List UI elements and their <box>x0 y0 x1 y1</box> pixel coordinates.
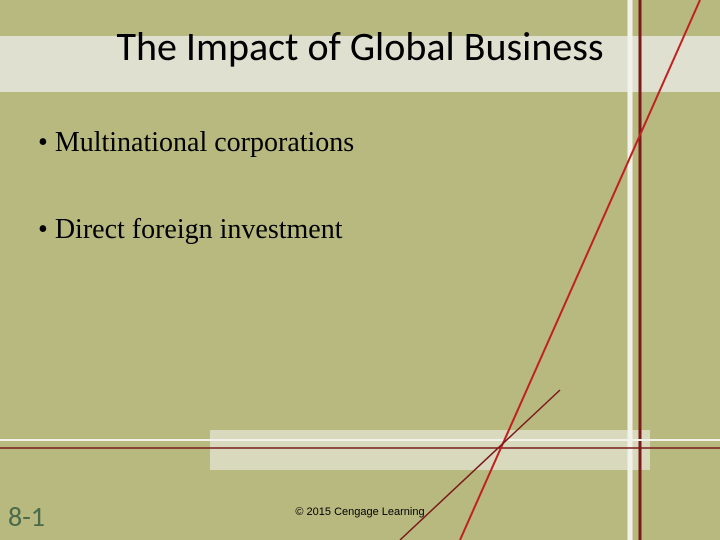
content-area: Multinational corporations Direct foreig… <box>38 125 678 299</box>
slide: The Impact of Global Business Multinatio… <box>0 0 720 540</box>
bottom-accent-band <box>210 430 650 470</box>
bullet-item: Multinational corporations <box>38 125 678 160</box>
slide-title: The Impact of Global Business <box>0 22 720 71</box>
bullet-item: Direct foreign investment <box>38 212 678 247</box>
copyright-text: © 2015 Cengage Learning <box>0 506 720 518</box>
